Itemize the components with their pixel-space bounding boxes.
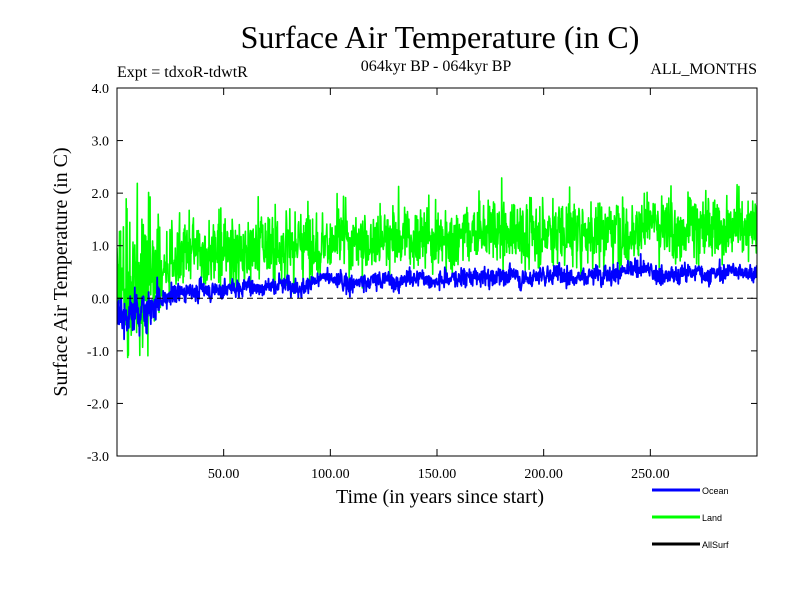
y-tick-label: 0.0 — [92, 292, 110, 307]
x-tick-label: 100.00 — [311, 467, 350, 482]
y-tick-label: 3.0 — [92, 135, 110, 150]
legend-label-allsurf: AllSurf — [702, 540, 729, 550]
y-tick-label: -1.0 — [87, 345, 109, 360]
x-axis: 50.00 100.00 150.00 200.00 250.00 — [208, 88, 670, 482]
y-tick-label: 4.0 — [92, 82, 110, 97]
x-tick-label: 250.00 — [631, 467, 670, 482]
season-label: ALL_MONTHS — [650, 61, 757, 78]
y-axis-label: Surface Air Temperature (in C) — [50, 147, 72, 396]
y-tick-label: 2.0 — [92, 187, 110, 202]
legend: Ocean Land AllSurf — [652, 486, 729, 550]
experiment-label: Expt = tdxoR-tdwtR — [117, 64, 248, 81]
y-tick-label: -3.0 — [87, 450, 109, 465]
x-tick-label: 50.00 — [208, 467, 240, 482]
legend-label-land: Land — [702, 513, 722, 523]
chart-subtitle: 064kyr BP - 064kyr BP — [361, 58, 512, 75]
legend-label-ocean: Ocean — [702, 486, 729, 496]
y-tick-label: 1.0 — [92, 240, 110, 255]
x-tick-label: 200.00 — [524, 467, 563, 482]
series-line-land — [117, 177, 757, 359]
y-axis: -3.0 -2.0 -1.0 0.0 1.0 2.0 3.0 4.0 — [87, 82, 757, 465]
x-tick-label: 150.00 — [418, 467, 457, 482]
x-axis-label: Time (in years since start) — [336, 486, 544, 508]
series-layer — [117, 177, 757, 359]
y-tick-label: -2.0 — [87, 397, 109, 412]
series-line-ocean — [117, 252, 757, 341]
chart-title: Surface Air Temperature (in C) — [241, 19, 640, 55]
